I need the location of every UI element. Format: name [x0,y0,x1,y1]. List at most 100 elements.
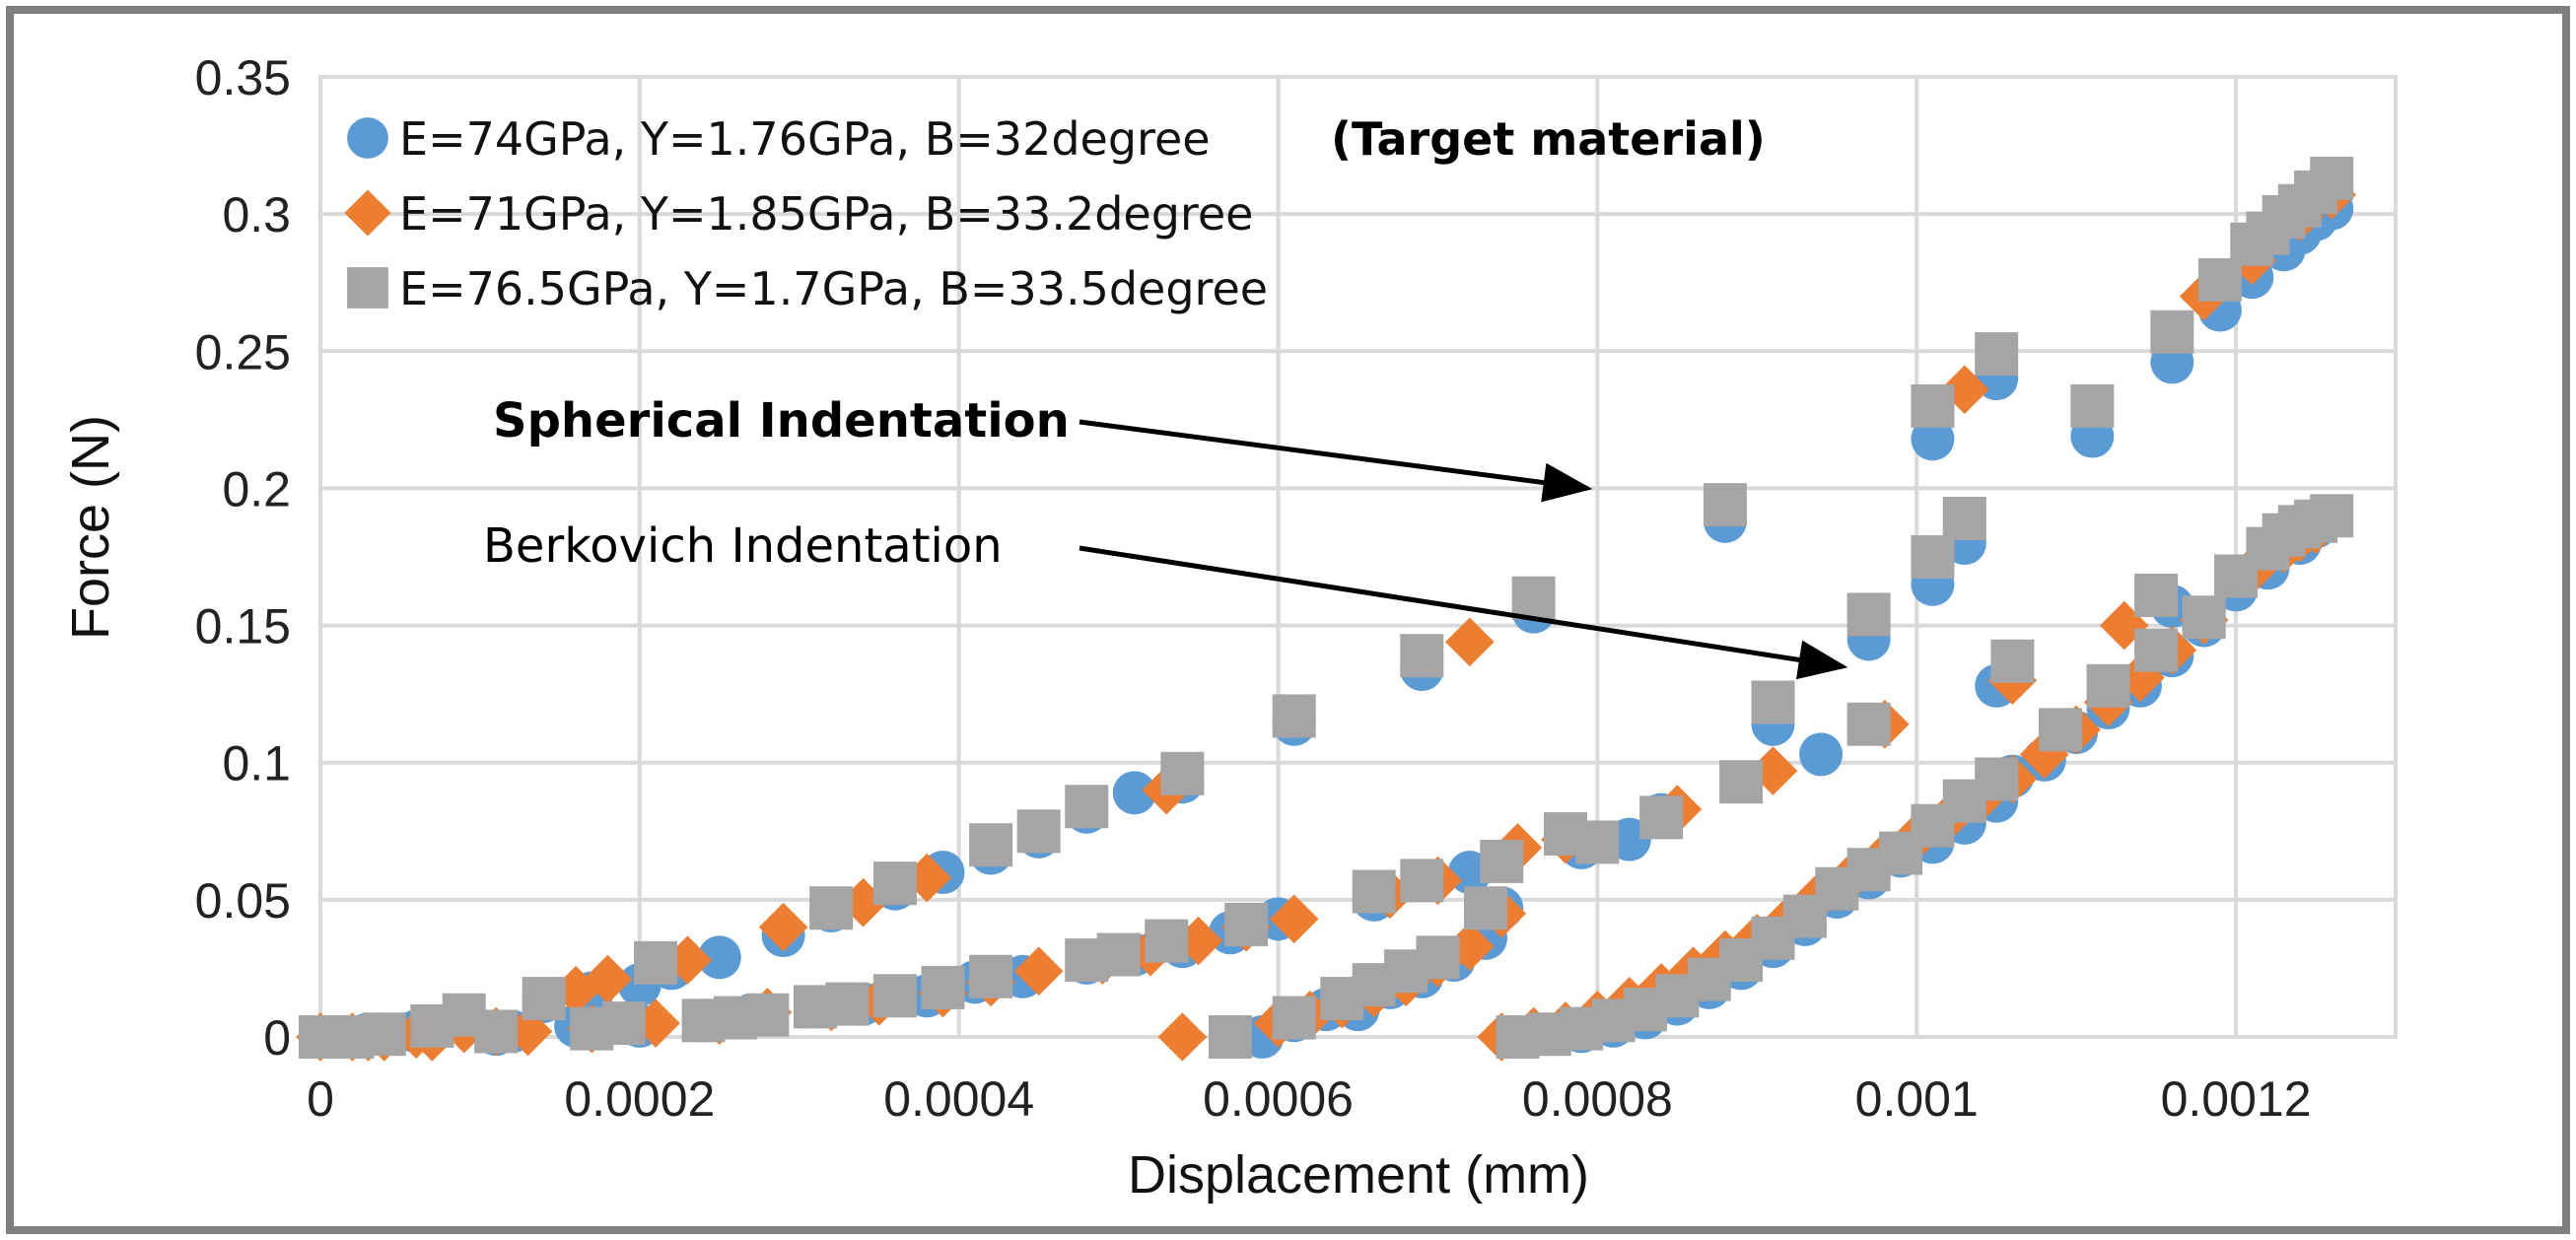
square-marker [1639,795,1684,840]
square-marker [1480,839,1524,883]
square-marker [2070,383,2115,428]
square-marker [825,982,870,1026]
diamond-marker [1269,894,1319,944]
square-marker [474,1009,519,1054]
square-marker [2150,310,2194,354]
y-tick-label: 0.05 [195,873,291,929]
x-tick-label: 0.0008 [1522,1071,1673,1127]
square-marker [1911,535,1955,579]
y-tick-label: 0.35 [195,50,291,105]
legend-entry-1: E=74GPa, Y=1.76GPa, B=32degree [399,112,1211,166]
square-marker [2310,494,2354,538]
square-marker [921,965,965,1009]
circle-marker [1911,417,1955,461]
square-marker [2134,628,2179,672]
annotation-arrow-2 [1079,545,1848,680]
square-marker [1846,592,1891,637]
y-tick-label: 0.25 [195,324,291,379]
square-marker [1911,383,1955,428]
diamond-marker [1013,946,1064,997]
tick-labels: 0 0.05 0.1 0.15 0.2 0.25 0.3 0.35 0 0.0002 0.0004 0… [195,50,2312,1127]
square-marker [1975,332,2019,377]
square-marker [1719,760,1764,804]
square-marker [1400,634,1444,678]
diamond-marker [1445,617,1495,667]
square-marker [1942,497,1986,541]
annotations: Spherical Indentation Berkovich Indentati… [483,393,1848,680]
y-tick-label: 0.15 [195,599,291,654]
x-tick-label: 0.001 [1855,1071,1979,1127]
annotation-1: Spherical Indentation [493,393,1070,448]
diamond-marker [758,902,808,952]
circle-marker [1112,771,1156,815]
diamond-marker [1748,746,1798,795]
x-tick-label: 0.0006 [1203,1071,1354,1127]
diamond-marker [838,877,888,928]
y-axis-title: Force (N) [61,415,120,640]
square-marker [601,1001,646,1046]
square-marker [1272,996,1316,1040]
y-tick-label: 0.3 [222,187,291,242]
diamond-marker [631,999,680,1048]
legend-note: (Target material) [1331,112,1766,166]
square-marker [1751,680,1795,724]
x-tick-label: 0.0012 [2161,1071,2312,1127]
square-marker [1096,932,1141,977]
square-marker [362,1012,406,1057]
square-marker [969,823,1013,867]
diamond-marker [1157,1012,1208,1062]
diamond-marker [2019,729,2069,780]
square-marker [1416,935,1460,980]
square-marker [2134,573,2179,617]
x-tick-label: 0.0004 [883,1071,1034,1127]
square-marker [1016,809,1061,854]
y-tick-label: 0.2 [222,461,291,517]
square-marker [1208,1015,1252,1059]
diamond-marker [583,954,633,1004]
square-marker [1511,576,1556,620]
square-marker [1352,869,1396,914]
square-marker [872,974,917,1018]
square-marker [809,886,854,930]
legend-entry-3: E=76.5GPa, Y=1.7GPa, B=33.5degree [399,262,1268,315]
legend-circle-swatch [347,117,388,159]
square-marker [2038,708,2082,752]
square-marker [1160,751,1205,795]
circle-marker [697,935,741,980]
square-marker [1400,859,1444,903]
square-marker [969,954,1013,999]
legend: E=74GPa, Y=1.76GPa, B=32degree E=71GPa, Y… [344,112,1766,315]
diamond-marker [2116,653,2165,703]
square-marker [2086,663,2130,708]
square-marker [1145,919,1189,963]
square-marker [1065,785,1109,829]
square-marker [2310,156,2354,200]
gridlines [318,75,2398,1039]
circle-marker [1799,732,1844,777]
square-marker [634,940,678,985]
legend-diamond-swatch [344,189,391,237]
square-marker [1846,702,1891,746]
diamond-marker [2099,600,2149,651]
y-tick-label: 0 [263,1010,291,1066]
square-marker [522,977,566,1021]
y-tick-label: 0.1 [222,736,291,792]
square-marker [2182,595,2226,640]
square-marker [1990,639,2035,683]
legend-square-swatch [347,267,388,309]
legend-entry-2: E=71GPa, Y=1.85GPa, B=33.2degree [399,187,1253,241]
series-3 [299,156,2354,1059]
annotation-arrow-1 [1079,419,1593,503]
x-tick-label: 0.0002 [564,1071,715,1127]
square-marker [745,993,790,1037]
square-marker [1975,757,2019,801]
square-marker [1575,820,1620,864]
square-marker [1272,694,1316,738]
square-marker [872,861,917,906]
square-marker [1703,483,1747,527]
square-marker [1464,886,1508,930]
annotation-2: Berkovich Indentation [483,518,1003,574]
x-tick-label: 0 [307,1071,334,1127]
